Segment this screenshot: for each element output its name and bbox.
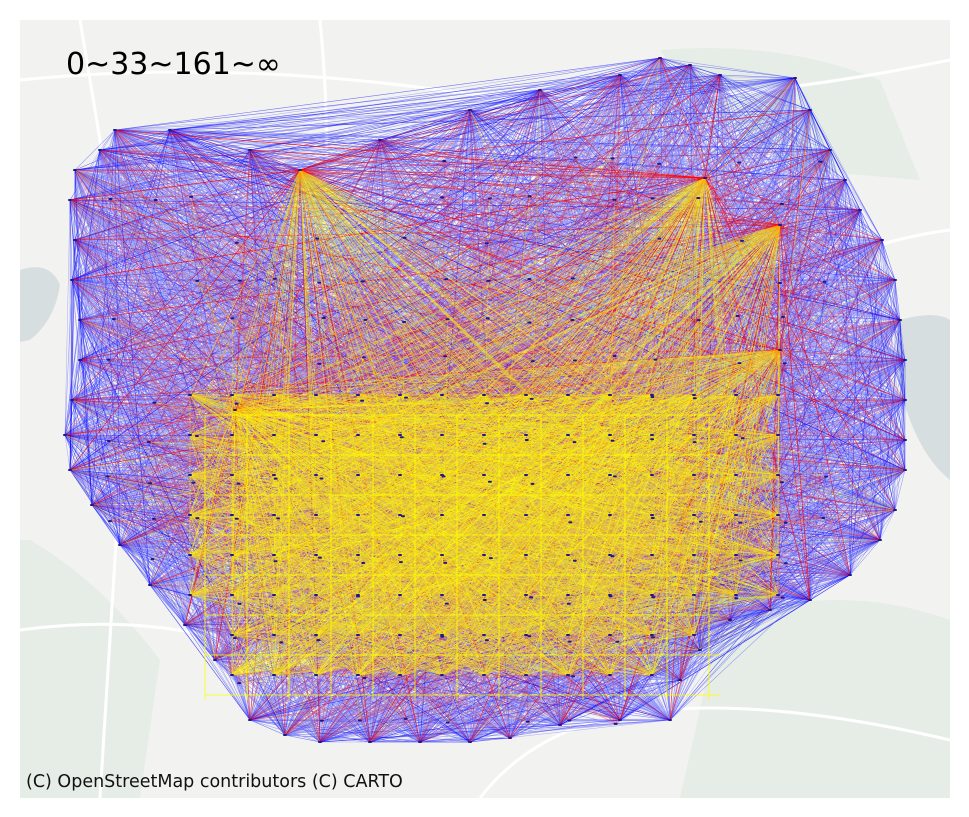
road bbox=[718, 228, 950, 351]
road bbox=[20, 58, 950, 102]
road bbox=[78, 20, 132, 798]
basemap bbox=[20, 20, 950, 798]
attribution: (C) OpenStreetMap contributors (C) CARTO bbox=[26, 772, 403, 792]
green-area bbox=[20, 540, 160, 798]
green-area bbox=[660, 48, 920, 180]
road bbox=[298, 20, 329, 421]
core-grid bbox=[204, 414, 720, 700]
flow-nodes bbox=[63, 57, 907, 743]
flow-map[interactable] bbox=[20, 20, 950, 798]
water-body bbox=[896, 315, 950, 480]
core-grid-path bbox=[204, 414, 720, 700]
road bbox=[478, 706, 950, 798]
map-frame[interactable]: 0~33~161~∞ (C) OpenStreetMap contributor… bbox=[20, 20, 950, 798]
water-body bbox=[20, 267, 60, 342]
legend-label: 0~33~161~∞ bbox=[66, 47, 281, 82]
node-markers bbox=[63, 57, 907, 743]
road bbox=[20, 622, 281, 662]
green-area bbox=[680, 600, 950, 798]
